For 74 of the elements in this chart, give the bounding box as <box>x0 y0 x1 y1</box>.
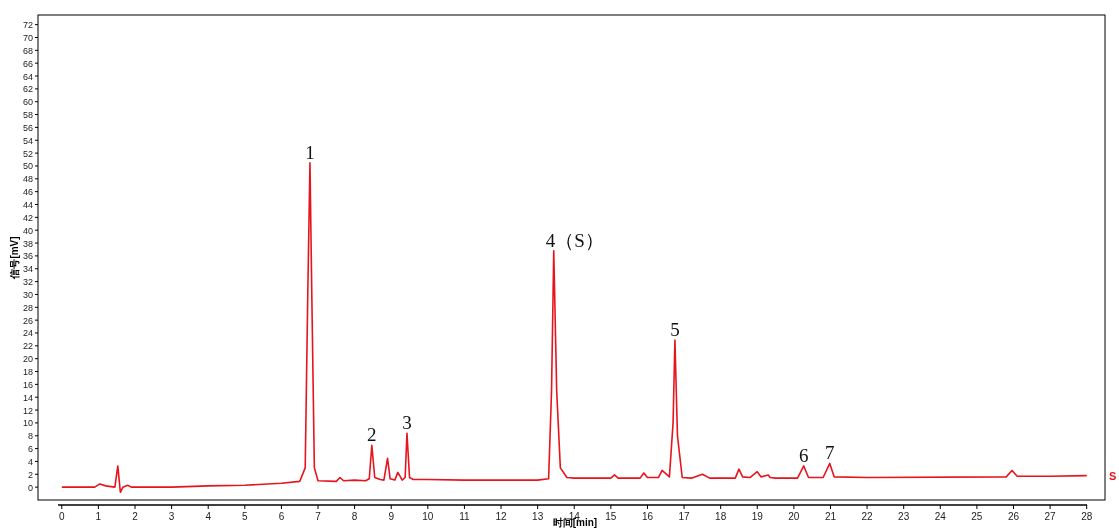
x-tick-label: 15 <box>605 511 617 522</box>
y-tick-label: 62 <box>22 84 33 95</box>
y-tick-label: 2 <box>27 469 33 480</box>
x-tick-label: 23 <box>898 511 910 522</box>
y-tick-label: 28 <box>22 302 33 313</box>
y-tick-label: 46 <box>22 187 33 198</box>
y-tick-label: 16 <box>22 379 33 390</box>
y-tick-label: 38 <box>22 238 33 249</box>
x-tick-label: 28 <box>1081 511 1093 522</box>
y-tick-label: 14 <box>22 392 33 403</box>
annotation: 1 <box>305 141 315 163</box>
y-tick-label: 10 <box>22 418 33 429</box>
y-tick-label: 26 <box>22 315 33 326</box>
y-tick-label: 40 <box>22 225 33 236</box>
x-tick-label: 16 <box>641 511 654 522</box>
y-tick-label: 58 <box>22 110 33 121</box>
y-tick-label: 6 <box>27 444 33 455</box>
x-tick-label: 27 <box>1044 511 1057 522</box>
x-tick-label: 9 <box>388 511 395 522</box>
x-tick-label: 8 <box>351 511 358 522</box>
x-tick-label: 19 <box>751 511 764 522</box>
x-tick-label: 2 <box>132 511 139 522</box>
x-tick-label: 26 <box>1007 511 1020 522</box>
annotation: 4（S） <box>545 229 604 251</box>
annotation: 7 <box>824 442 835 464</box>
x-tick-label: 13 <box>532 511 544 522</box>
y-tick-label: 34 <box>22 264 33 275</box>
annotation: 3 <box>402 412 412 434</box>
y-tick-label: 32 <box>22 277 33 288</box>
x-tick-label: 1 <box>95 511 102 522</box>
x-tick-label: 3 <box>168 511 175 522</box>
y-tick-label: 8 <box>27 431 33 442</box>
y-tick-label: 44 <box>22 200 33 210</box>
y-tick-label: 30 <box>22 289 33 300</box>
x-tick-label: 22 <box>861 511 874 522</box>
y-tick-label: 18 <box>22 367 33 378</box>
x-tick-label: 7 <box>315 511 322 522</box>
y-tick-label: 56 <box>22 122 33 133</box>
y-tick-label: 22 <box>22 341 33 352</box>
x-tick-label: 17 <box>678 511 691 522</box>
y-tick-label: 70 <box>22 32 33 43</box>
y-tick-label: 52 <box>22 148 33 159</box>
y-tick-label: 12 <box>22 405 33 416</box>
x-tick-label: 11 <box>459 511 471 522</box>
x-tick-label: 10 <box>422 511 434 522</box>
x-tick-label: 4 <box>205 511 212 522</box>
x-tick-label: 12 <box>495 511 508 522</box>
y-tick-label: 64 <box>22 71 33 82</box>
annotation: 2 <box>367 424 377 446</box>
x-tick-label: 6 <box>278 511 285 522</box>
y-tick-label: 0 <box>27 482 33 493</box>
x-tick-label: 25 <box>971 511 983 522</box>
x-tick-label: 20 <box>788 511 800 522</box>
x-tick-label: 0 <box>59 511 66 522</box>
y-tick-label: 54 <box>22 135 33 146</box>
annotation: 5 <box>670 319 680 341</box>
y-tick-label: 72 <box>22 20 33 31</box>
x-tick-label: 24 <box>934 511 947 522</box>
y-axis-title: 信号[mV] <box>9 236 20 280</box>
y-tick-label: 42 <box>22 212 33 223</box>
y-tick-label: 36 <box>22 251 33 262</box>
y-tick-label: 24 <box>22 328 33 339</box>
y-tick-label: 48 <box>22 174 33 185</box>
x-tick-label: 21 <box>824 511 837 522</box>
x-tick-label: 5 <box>242 511 249 522</box>
x-tick-label: 18 <box>715 511 727 522</box>
y-tick-label: 20 <box>22 354 33 365</box>
y-tick-label: 4 <box>27 456 33 467</box>
annotation: 6 <box>799 444 809 466</box>
y-tick-label: 68 <box>22 45 33 56</box>
y-tick-label: 60 <box>22 97 33 108</box>
text: S <box>1109 469 1117 482</box>
y-tick-label: 66 <box>22 58 33 69</box>
y-tick-label: 50 <box>22 161 33 172</box>
